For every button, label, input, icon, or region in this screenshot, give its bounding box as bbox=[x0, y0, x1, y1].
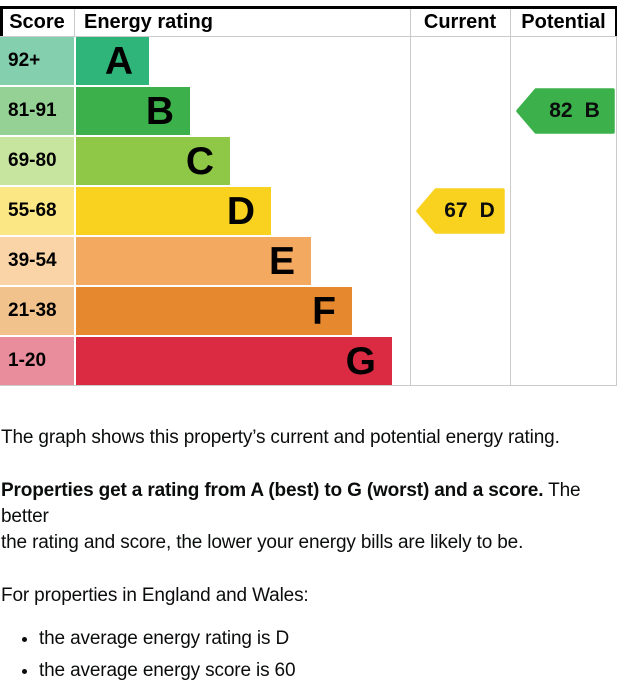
band-bar-a: A bbox=[76, 37, 149, 85]
potential-column-divider bbox=[510, 9, 511, 385]
chart-header-right-border bbox=[614, 6, 617, 36]
score-range-a: 92+ bbox=[0, 37, 74, 85]
header-bottom-border bbox=[0, 36, 617, 37]
score-column-divider bbox=[74, 9, 75, 36]
band-row-d: 55-68 D bbox=[0, 187, 619, 235]
chart-description-section: The graph shows this property’s current … bbox=[0, 425, 620, 684]
band-bar-d: D bbox=[76, 187, 271, 235]
score-range-f: 21-38 bbox=[0, 287, 74, 335]
score-range-g: 1-20 bbox=[0, 337, 74, 385]
band-letter-g: G bbox=[345, 339, 376, 383]
band-letter-b: B bbox=[145, 89, 174, 133]
chart-right-border bbox=[616, 36, 617, 385]
chart-intro-text: The graph shows this property’s current … bbox=[1, 427, 560, 448]
potential-rating-arrow-shape bbox=[516, 88, 615, 134]
current-header: Current bbox=[423, 11, 497, 33]
score-range-b: 81-91 bbox=[0, 87, 74, 135]
score-range-c: 69-80 bbox=[0, 137, 74, 185]
potential-rating-arrow-letter: B bbox=[584, 99, 600, 122]
band-bar-b: B bbox=[76, 87, 190, 135]
potential-rating-arrow: 82 B bbox=[516, 88, 615, 134]
potential-rating-arrow-score: 82 bbox=[549, 99, 573, 122]
band-row-e: 39-54 E bbox=[0, 237, 619, 285]
band-row-f: 21-38 F bbox=[0, 287, 619, 335]
current-rating-arrow-shape bbox=[416, 188, 505, 234]
score-range-e: 39-54 bbox=[0, 237, 74, 285]
averages-list: the average energy rating is D the avera… bbox=[1, 626, 620, 684]
band-row-b: 81-91 B bbox=[0, 87, 619, 135]
band-row-a: 92+ A bbox=[0, 37, 619, 85]
score-header: Score bbox=[9, 11, 65, 33]
current-rating-arrow-score: 67 bbox=[444, 199, 468, 222]
band-letter-e: E bbox=[268, 239, 295, 283]
rating-explanation-bold: Properties get a rating from A (best) to… bbox=[1, 480, 544, 501]
band-bar-f: F bbox=[76, 287, 352, 335]
score-range-d: 55-68 bbox=[0, 187, 74, 235]
band-letter-a: A bbox=[104, 39, 133, 83]
current-column-divider bbox=[410, 9, 411, 385]
rating-explanation-rest-2: the rating and score, the lower your ene… bbox=[1, 532, 524, 553]
rating-explanation-rest-1: The better bbox=[1, 480, 581, 527]
band-bar-g: G bbox=[76, 337, 392, 385]
potential-header: Potential bbox=[521, 11, 606, 33]
current-rating-arrow: 67 D bbox=[416, 188, 505, 234]
band-letter-f: F bbox=[312, 289, 336, 333]
band-row-c: 69-80 C bbox=[0, 137, 619, 185]
band-letter-d: D bbox=[226, 189, 255, 233]
rating-bands: 92+ A 81-91 B 69-80 C 55-68 D 39-54 E 21-38 F 1-20 G bbox=[0, 37, 619, 387]
energy-rating-chart: Score Energy rating Current Potential 92… bbox=[0, 6, 619, 387]
average-rating-bullet: the average energy rating is D bbox=[39, 626, 620, 652]
region-line: For properties in England and Wales: bbox=[1, 585, 309, 606]
potential-rating-arrow-label: 82 B bbox=[536, 88, 613, 134]
chart-header-left-border bbox=[0, 6, 3, 36]
chart-bottom-border bbox=[0, 385, 617, 386]
rating-explanation-text: Properties get a rating from A (best) to… bbox=[1, 478, 620, 556]
band-row-g: 1-20 G bbox=[0, 337, 619, 385]
average-score-bullet: the average energy score is 60 bbox=[39, 658, 620, 684]
band-letter-c: C bbox=[185, 139, 214, 183]
band-bar-e: E bbox=[76, 237, 311, 285]
energy-rating-header: Energy rating bbox=[84, 11, 213, 33]
current-rating-arrow-letter: D bbox=[479, 199, 495, 222]
chart-top-border bbox=[0, 6, 617, 9]
current-rating-arrow-label: 67 D bbox=[436, 188, 503, 234]
band-bar-c: C bbox=[76, 137, 230, 185]
